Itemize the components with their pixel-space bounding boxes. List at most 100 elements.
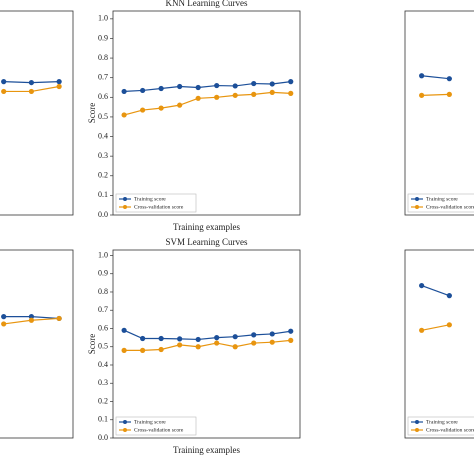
- legend-marker: [415, 197, 419, 201]
- y-tick-label: 0.9: [98, 269, 108, 278]
- point: [214, 94, 220, 100]
- point: [177, 336, 183, 342]
- series-line: [124, 81, 291, 93]
- plot-area: [0, 10, 74, 216]
- legend-label: Cross-validation score: [134, 427, 184, 433]
- series-line: [123, 91, 291, 116]
- point: [1, 321, 7, 327]
- y-tick-label: 1.0: [98, 250, 108, 259]
- point: [446, 322, 452, 328]
- legend-label: Cross-validation score: [134, 204, 184, 210]
- point: [158, 85, 164, 92]
- point: [140, 107, 146, 113]
- y-axis-label: Score: [87, 103, 97, 124]
- series-line: [123, 329, 291, 341]
- point: [195, 95, 201, 101]
- point: [232, 334, 238, 340]
- point: [1, 314, 7, 320]
- legend-box: [407, 193, 474, 213]
- point: [251, 80, 257, 87]
- point: [56, 83, 62, 90]
- point: [177, 83, 183, 90]
- point: [446, 91, 452, 97]
- point: [28, 88, 35, 95]
- point: [251, 332, 257, 338]
- legend-marker: [415, 420, 419, 424]
- point: [269, 81, 275, 87]
- point: [269, 339, 275, 345]
- legend-marker: [123, 420, 127, 424]
- point: [140, 347, 146, 353]
- point: [140, 87, 146, 94]
- legend-box: [115, 193, 197, 213]
- legend-marker: [123, 205, 127, 209]
- y-tick-label: 0.0: [98, 210, 108, 219]
- point: [269, 89, 275, 96]
- y-tick-label: 0.2: [98, 171, 108, 180]
- plot-area: [112, 10, 301, 216]
- point: [419, 73, 425, 79]
- series-line: [421, 324, 450, 331]
- plot-area: [404, 249, 474, 439]
- point: [232, 92, 238, 98]
- point: [56, 315, 62, 322]
- series-line: [124, 339, 291, 351]
- point: [214, 82, 220, 89]
- point: [121, 347, 127, 353]
- y-tick-label: 0.0: [98, 433, 108, 442]
- point: [419, 327, 425, 333]
- point: [232, 83, 238, 89]
- y-tick-label: 0.3: [98, 151, 108, 160]
- point: [177, 102, 183, 108]
- point: [446, 293, 452, 299]
- y-tick-label: 0.3: [98, 378, 108, 387]
- point: [195, 344, 201, 350]
- y-tick-label: 0.8: [98, 287, 108, 296]
- x-axis-label: Training examples: [173, 222, 240, 232]
- y-axis-label: Score: [87, 334, 97, 355]
- point: [195, 336, 201, 343]
- y-tick-label: 1.0: [98, 14, 108, 23]
- y-tick-label: 0.9: [98, 33, 108, 42]
- point: [195, 84, 201, 91]
- legend-box: [407, 416, 474, 436]
- y-tick-label: 0.2: [98, 396, 108, 405]
- point: [214, 340, 220, 346]
- y-tick-label: 0.1: [98, 415, 108, 424]
- point: [28, 314, 35, 320]
- plot-area: [112, 249, 301, 439]
- plot-area: [0, 249, 74, 439]
- point: [446, 76, 452, 82]
- legend-marker: [123, 197, 127, 201]
- chart-title: SVM Learning Curves: [166, 237, 248, 247]
- point: [140, 335, 146, 342]
- point: [158, 335, 164, 342]
- point: [288, 90, 294, 96]
- point: [158, 105, 164, 111]
- legend-label: Cross-validation score: [426, 204, 474, 210]
- series-line: [421, 285, 450, 297]
- point: [1, 88, 7, 95]
- point: [121, 327, 127, 333]
- legend-marker: [415, 428, 419, 432]
- point: [288, 328, 294, 334]
- point: [269, 331, 275, 337]
- point: [419, 282, 425, 289]
- y-tick-label: 0.1: [98, 190, 108, 199]
- legend-label: Cross-validation score: [426, 427, 474, 433]
- y-tick-label: 0.5: [98, 112, 108, 121]
- point: [28, 79, 35, 86]
- point: [28, 317, 35, 323]
- point: [288, 79, 294, 85]
- point: [251, 340, 257, 346]
- legend-label: Training score: [134, 419, 166, 425]
- plot-area: [404, 10, 474, 216]
- x-axis-label: Training examples: [173, 445, 240, 455]
- chart-title: KNN Learning Curves: [166, 0, 248, 8]
- y-tick-label: 0.6: [98, 323, 108, 332]
- y-tick-label: 0.4: [98, 131, 108, 140]
